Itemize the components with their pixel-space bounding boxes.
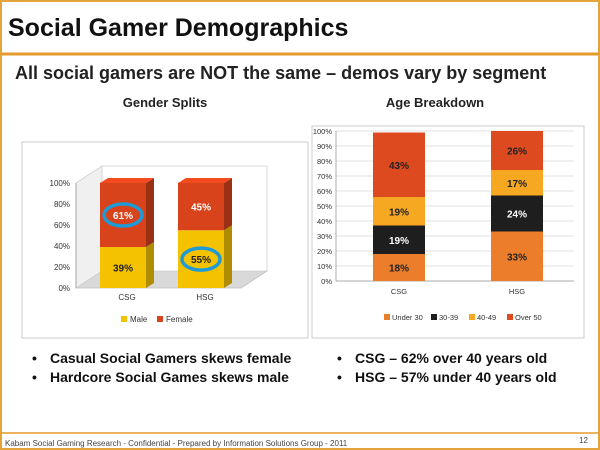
age-legend-swatch-30-39 [431,314,437,320]
gender-legend-label-male: Male [130,315,148,324]
age-y-tick-label: 100% [313,127,333,136]
gender-bar-side-csg-male [146,242,154,288]
gender-bar-top-csg-female [100,178,154,183]
gender-data-label-hsg-female: 45% [191,203,211,214]
age-chart: 0% 10% 20% 30% 40% 50% 60% 70% 80% 90% 100% 18% 19% 1… [311,125,585,339]
age-data-label-hsg-over-50: 26% [507,147,527,158]
gender-chart: 0% 20% 40% 60% 80% 100% 39% 61% CSG 55% 45% HSG Male… [21,141,309,339]
age-x-tick-hsg: HSG [509,287,525,296]
age-legend-label-under-30: Under 30 [392,313,423,322]
age-legend-swatch-40-49 [469,314,475,320]
gender-bar-hsg-male [178,230,224,288]
gender-data-label-csg-female: 61% [113,211,133,222]
footer-text: Kabam Social Gaming Research - Confident… [5,439,348,448]
age-y-tick-label: 50% [317,202,332,211]
age-y-tick-label: 0% [321,277,332,286]
page-number: 12 [579,436,588,445]
gender-y-tick-label: 60% [54,221,70,230]
gender-bar-side-hsg-male [224,225,232,288]
age-data-label-csg-40-49: 19% [389,207,409,218]
gender-y-tick-label: 0% [58,284,70,293]
gender-highlight-csg-female [102,202,144,228]
age-y-tick-label: 20% [317,247,332,256]
gender-legend-swatch-male [121,316,127,322]
age-y-tick-label: 30% [317,232,332,241]
slide-title: Social Gamer Demographics [8,14,349,42]
left-bullet-1: Casual Social Gamers skews female [28,349,291,368]
right-bullet-2: HSG – 57% under 40 years old [333,368,557,387]
gender-data-label-csg-male: 39% [113,264,133,275]
right-bullets: CSG – 62% over 40 years old HSG – 57% un… [333,349,557,387]
gender-y-tick-label: 80% [54,200,70,209]
age-legend-label-over-50: Over 50 [515,313,542,322]
gender-bar-csg-male [100,247,146,288]
gender-bar-csg-female [100,183,146,248]
age-data-label-csg-under-30: 18% [389,264,409,275]
age-bar-csg-over-50 [373,132,425,197]
age-x-tick-csg: CSG [391,287,407,296]
age-bar-hsg-40-49 [491,170,543,196]
gender-highlight-hsg-male [180,246,222,272]
age-plot-border [311,125,585,339]
gender-legend-label-female: Female [166,315,193,324]
age-data-label-csg-over-50: 43% [389,161,409,172]
gender-y-tick-label: 100% [50,179,70,188]
age-chart-title: Age Breakdown [385,95,485,110]
gender-chart-title: Gender Splits [122,95,208,110]
slide-subtitle: All social gamers are NOT the same – dem… [15,63,547,83]
age-y-tick-label: 80% [317,157,332,166]
left-bullet-2: Hardcore Social Games skews male [28,368,291,387]
age-bar-hsg-over-50 [491,131,543,170]
gender-y-tick-label: 20% [54,263,70,272]
age-y-tick-label: 90% [317,142,332,151]
age-data-label-hsg-30-39: 24% [507,210,527,221]
age-bar-hsg-30-39 [491,195,543,232]
right-bullet-1: CSG – 62% over 40 years old [333,349,557,368]
age-data-label-hsg-40-49: 17% [507,179,527,190]
gender-y-tick-label: 40% [54,242,70,251]
age-bar-csg-30-39 [373,225,425,254]
gender-x-tick-csg: CSG [118,293,135,302]
gender-side-wall [75,165,103,289]
gender-x-tick-hsg: HSG [196,293,213,302]
age-y-tick-label: 60% [317,187,332,196]
age-legend-label-40-49: 40-49 [477,313,496,322]
age-data-label-hsg-under-30: 33% [507,252,527,263]
age-y-tick-label: 40% [317,217,332,226]
gender-bar-side-hsg-female [224,178,232,231]
gender-data-label-hsg-male: 55% [191,255,211,266]
age-data-label-csg-30-39: 19% [389,236,409,247]
age-bar-hsg-under-30 [491,231,543,281]
gender-bar-top-hsg-female [178,178,232,183]
age-bar-csg-under-30 [373,254,425,281]
left-bullets: Casual Social Gamers skews female Hardco… [28,349,291,387]
age-y-tick-label: 70% [317,172,332,181]
gender-bar-hsg-female [178,183,224,231]
gender-bar-side-csg-female [146,178,154,248]
age-legend-swatch-under-30 [384,314,390,320]
age-legend-label-30-39: 30-39 [439,313,458,322]
gender-legend-swatch-female [157,316,163,322]
age-legend-swatch-over-50 [507,314,513,320]
age-y-tick-label: 10% [317,262,332,271]
age-bar-csg-40-49 [373,197,425,226]
